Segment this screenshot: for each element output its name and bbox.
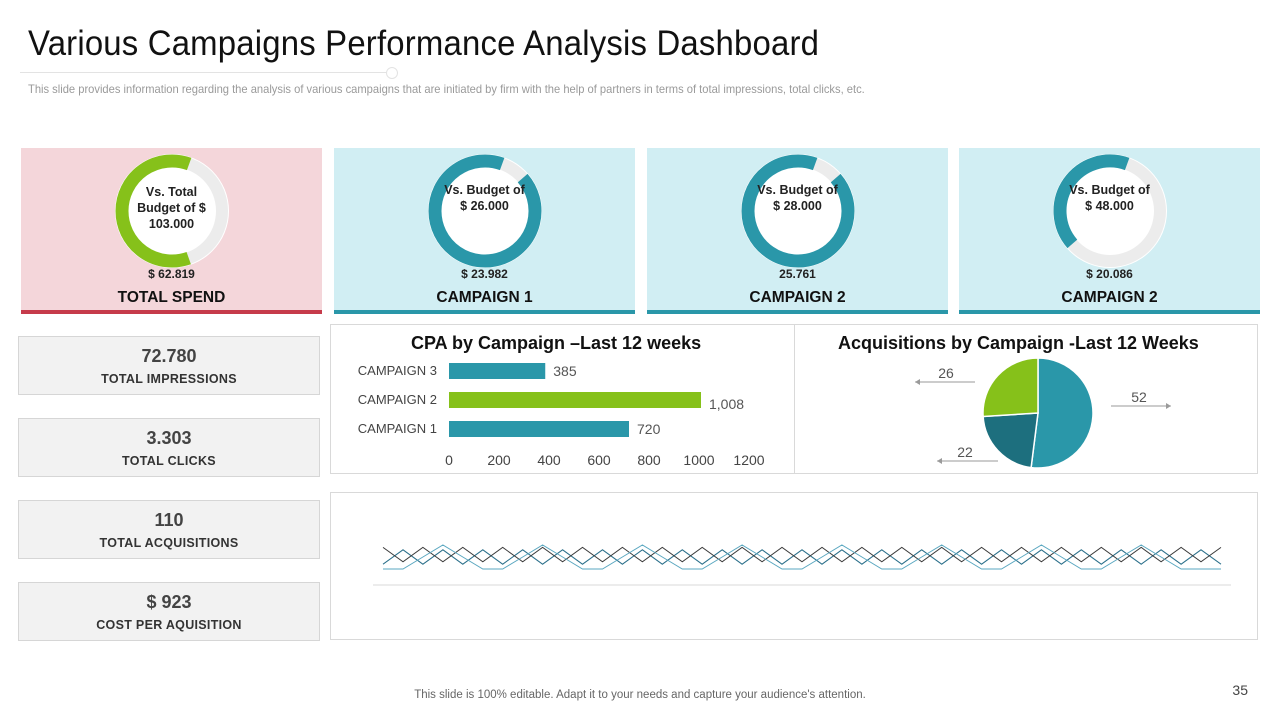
card-campaign-2: Vs. Budget of $ 28.000 25.761 CAMPAIGN 2 [647, 148, 948, 314]
bar-category-label: CAMPAIGN 1 [358, 421, 437, 436]
bar-category-label: CAMPAIGN 2 [358, 392, 437, 407]
bar-value-label: 385 [553, 363, 577, 379]
card-total-spend: Vs. Total Budget of $ 103.000 $ 62.819 T… [21, 148, 322, 314]
x-tick-label: 400 [537, 452, 561, 468]
stat-value: 3.303 [146, 428, 192, 448]
card-amount: $ 23.982 [461, 267, 508, 281]
card-underline [959, 310, 1260, 314]
bar-category-label: CAMPAIGN 3 [358, 363, 437, 378]
stat-label: TOTAL IMPRESSIONS [101, 372, 237, 386]
card-campaign-1: Vs. Budget of $ 26.000 $ 23.982 CAMPAIGN… [334, 148, 635, 314]
donut-campaign-2 [740, 154, 855, 268]
page-number: 35 [1232, 682, 1248, 698]
card-amount: 25.761 [779, 267, 816, 281]
donut-progress-arc [1053, 154, 1129, 249]
bar-value-label: 720 [637, 421, 661, 437]
stat-label: COST PER AQUISITION [96, 618, 242, 632]
donut-progress-arc [741, 154, 854, 268]
footer-note: This slide is 100% editable. Adapt it to… [0, 689, 1280, 701]
stat-value: $ 923 [146, 592, 192, 612]
donut-campaign-1 [427, 154, 542, 268]
title-divider-dot [386, 67, 398, 79]
donut-hole [441, 168, 528, 254]
stat-label: TOTAL ACQUISITIONS [99, 536, 239, 550]
donut-progress-arc [115, 154, 191, 268]
x-tick-label: 600 [587, 452, 611, 468]
x-tick-label: 0 [445, 452, 453, 468]
card-amount: $ 62.819 [148, 267, 195, 281]
pie-slice-label: 52 [1131, 389, 1147, 405]
x-tick-label: 1000 [683, 452, 714, 468]
pie-slice-label: 22 [957, 444, 973, 460]
bar-value-label: 1,008 [709, 396, 744, 412]
donut-progress-arc [428, 154, 541, 268]
pie-leader-arrow [937, 458, 942, 464]
x-tick-label: 800 [637, 452, 661, 468]
pie-leader-arrow [915, 379, 920, 385]
stat-value: 110 [154, 510, 184, 530]
donut-hole [1066, 168, 1153, 254]
acquisitions-chart-panel: Acquisitions by Campaign -Last 12 Weeks … [794, 324, 1258, 474]
bar [449, 392, 701, 408]
cpa-chart-panel: CPA by Campaign –Last 12 weeks CAMPAIGN … [330, 324, 795, 474]
donut-label: Vs. Budget of $ 28.000 [757, 183, 838, 213]
x-tick-label: 1200 [733, 452, 764, 468]
trend-line-series [383, 544, 1221, 570]
donut-total-spend [114, 154, 229, 268]
title-divider [20, 72, 392, 73]
trend-line-series [382, 549, 1222, 565]
donut-hole [754, 168, 841, 254]
stat-total-impressions: 72.780 TOTAL IMPRESSIONS [18, 336, 320, 395]
stat-label: TOTAL CLICKS [122, 454, 216, 468]
pie-slice-label: 26 [938, 365, 954, 381]
stat-cost-per-acquisition: $ 923 COST PER AQUISITION [18, 582, 320, 641]
donut-campaign-2b [1052, 154, 1167, 268]
trend-chart-panel [330, 492, 1258, 640]
donut-hole [128, 168, 215, 254]
donut-label: Vs. Budget of $ 26.000 [444, 183, 525, 213]
stat-total-acquisitions: 110 TOTAL ACQUISITIONS [18, 500, 320, 559]
card-name: CAMPAIGN 2 [749, 289, 846, 306]
acquisitions-pie-chart: 52 22 26 [915, 357, 1171, 469]
card-amount: $ 20.086 [1086, 267, 1133, 281]
footer-text: This slide is 100% editable. Adapt it to… [414, 689, 866, 701]
cpa-bar-chart: CAMPAIGN 3 385 CAMPAIGN 2 1,008 CAMPAIGN 1 72… [358, 363, 765, 468]
acquisitions-chart-title: Acquisitions by Campaign -Last 12 Weeks [838, 333, 1199, 353]
card-underline [21, 310, 322, 314]
donut-label: Vs. Budget of $ 48.000 [1069, 183, 1150, 213]
card-name: TOTAL SPEND [117, 289, 226, 306]
card-campaign-2b: Vs. Budget of $ 48.000 $ 20.086 CAMPAIGN… [959, 148, 1260, 314]
donut-label: Vs. Total Budget of $ 103.000 [137, 185, 206, 231]
pie-slice [1030, 357, 1094, 469]
card-name: CAMPAIGN 2 [1061, 289, 1158, 306]
page-subtitle: This slide provides information regardin… [28, 82, 865, 96]
pie-slice [982, 357, 1039, 418]
trend-line-series [382, 546, 1222, 563]
card-underline [334, 310, 635, 314]
stat-value: 72.780 [141, 346, 197, 366]
page-title: Various Campaigns Performance Analysis D… [28, 24, 820, 63]
pie-slice [982, 412, 1039, 469]
bar [449, 363, 546, 379]
stat-total-clicks: 3.303 TOTAL CLICKS [18, 418, 320, 477]
x-tick-label: 200 [487, 452, 511, 468]
bar [449, 421, 629, 437]
trend-line-chart [373, 544, 1231, 586]
card-underline [647, 310, 948, 314]
card-name: CAMPAIGN 1 [436, 289, 533, 306]
pie-leader-arrow [1166, 403, 1171, 409]
cpa-chart-title: CPA by Campaign –Last 12 weeks [411, 333, 702, 353]
